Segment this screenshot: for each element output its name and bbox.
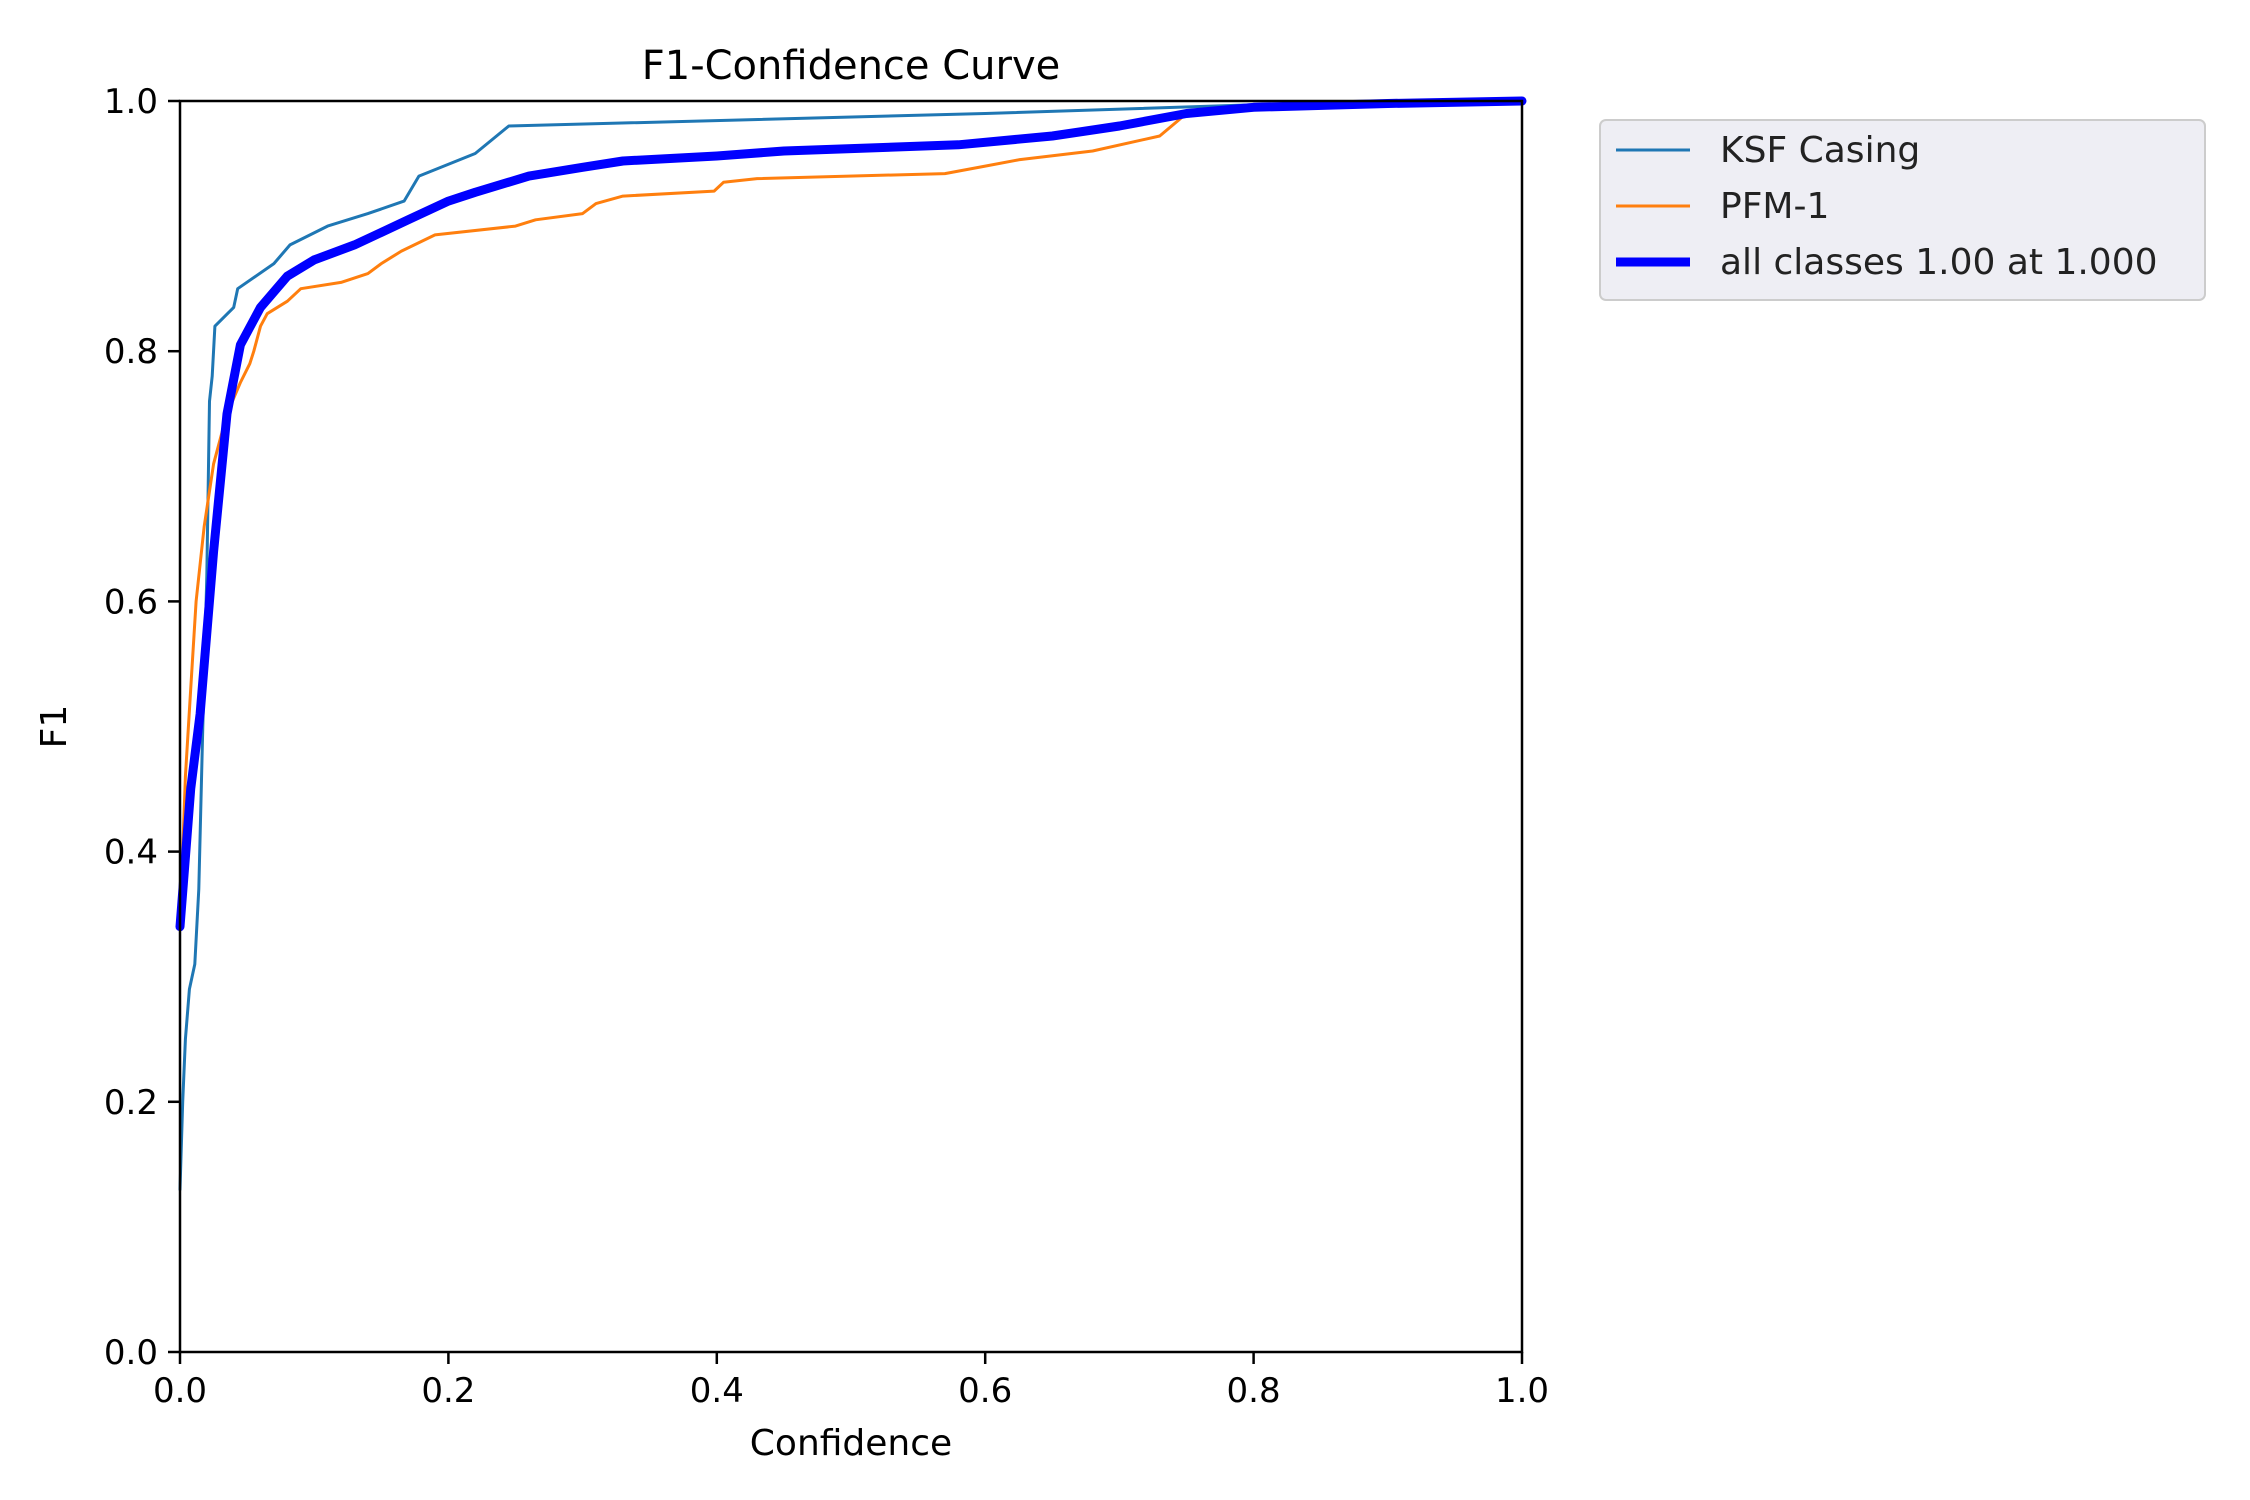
y-axis-title: F1 [34,705,75,749]
legend-box [1599,119,2206,301]
series-line-1 [178,99,1524,1191]
series-layer [175,96,1527,1191]
legend: KSF Casing PFM-1 all classes 1.00 at 1.000 [1599,119,2206,301]
x-tick-label: 0.8 [1227,1371,1281,1411]
x-tick-label: 0.0 [153,1371,207,1411]
legend-label: PFM-1 [1720,186,1829,227]
x-axis-title: Confidence [750,1423,952,1464]
y-tick-label: 0.4 [104,833,158,873]
x-tick-label: 0.4 [690,1371,744,1411]
chart-title: F1-Confidence Curve [642,43,1061,89]
y-tick-label: 0.2 [104,1083,158,1123]
axes-layer: 0.0 0.2 0.4 0.6 0.8 1.0 0.0 0.2 0.4 0.6 0.8 1.0 [104,82,1549,1411]
legend-label: KSF Casing [1720,130,1920,171]
y-tick-label: 0.8 [104,332,158,372]
plot-frame [178,99,1524,1354]
series-line-3 [175,96,1527,932]
x-tick-label: 1.0 [1495,1371,1549,1411]
legend-label: all classes 1.00 at 1.000 [1720,242,2158,283]
x-tick-label: 0.6 [958,1371,1012,1411]
y-tick-label: 0.6 [104,582,158,622]
x-tick-label: 0.2 [421,1371,475,1411]
y-tick-label: 0.0 [104,1333,158,1373]
y-tick-label: 1.0 [104,82,158,122]
